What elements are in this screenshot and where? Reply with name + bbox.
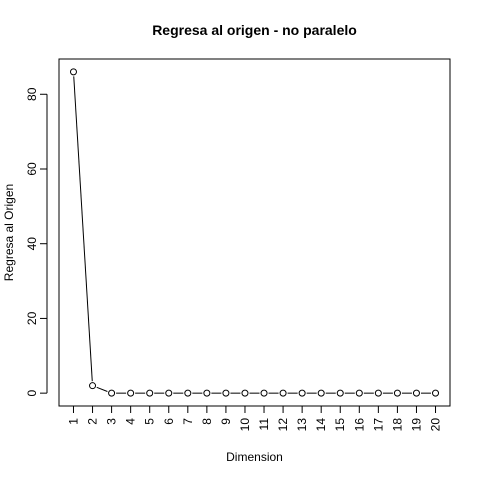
x-tick-label: 1 [66,418,80,425]
data-point [260,389,268,397]
data-point [69,68,77,76]
x-tick-label: 8 [200,418,214,425]
y-tick-label: 40 [25,237,39,251]
x-tick-label: 19 [409,418,423,432]
x-tick-label: 2 [86,418,100,425]
data-point [222,389,230,397]
x-tick-label: 14 [314,418,328,432]
series-points [69,68,440,397]
x-tick-label: 9 [219,418,233,425]
data-point [355,389,363,397]
x-tick-label: 18 [390,418,404,432]
series-segment [96,386,108,392]
y-axis: 0 20 40 60 80 [25,87,48,396]
data-point [298,389,306,397]
x-tick-label: 3 [105,418,119,425]
y-tick-label: 20 [25,311,39,325]
series-segment [73,76,93,382]
x-tick-label: 12 [276,418,290,432]
x-tick-label: 13 [295,418,309,432]
data-point [203,389,211,397]
data-point [317,389,325,397]
data-point [127,389,135,397]
x-axis: 1 2 3 4 5 6 7 8 9 10 11 12 13 14 15 16 17 18 19 20 [66,405,443,432]
data-point [108,389,116,397]
x-tick-label: 4 [124,418,138,425]
x-tick-label: 20 [429,418,443,432]
x-tick-label: 15 [333,418,347,432]
x-tick-label: 17 [371,418,385,432]
data-point [184,389,192,397]
x-tick-label: 11 [257,418,271,431]
x-tick-label: 10 [238,418,252,432]
data-point [336,389,344,397]
chart-title: Regresa al origen - no paralelo [152,22,357,38]
x-tick-label: 7 [181,418,195,425]
data-point [165,389,173,397]
data-point [432,389,440,397]
data-point [393,389,401,397]
data-point [241,389,249,397]
y-tick-label: 60 [25,162,39,176]
data-point [374,389,382,397]
y-tick-label: 80 [25,87,39,101]
x-axis-label: Dimension [226,450,283,464]
y-axis-label: Regresa al Origen [2,184,16,281]
x-tick-label: 16 [352,418,366,432]
plot-frame [58,58,451,407]
data-point [89,382,97,390]
series-line [73,76,432,394]
data-point [146,389,154,397]
x-tick-label: 5 [143,418,157,425]
data-point [412,389,420,397]
x-tick-label: 6 [162,418,176,425]
y-tick-label: 0 [25,389,39,396]
data-point [279,389,287,397]
